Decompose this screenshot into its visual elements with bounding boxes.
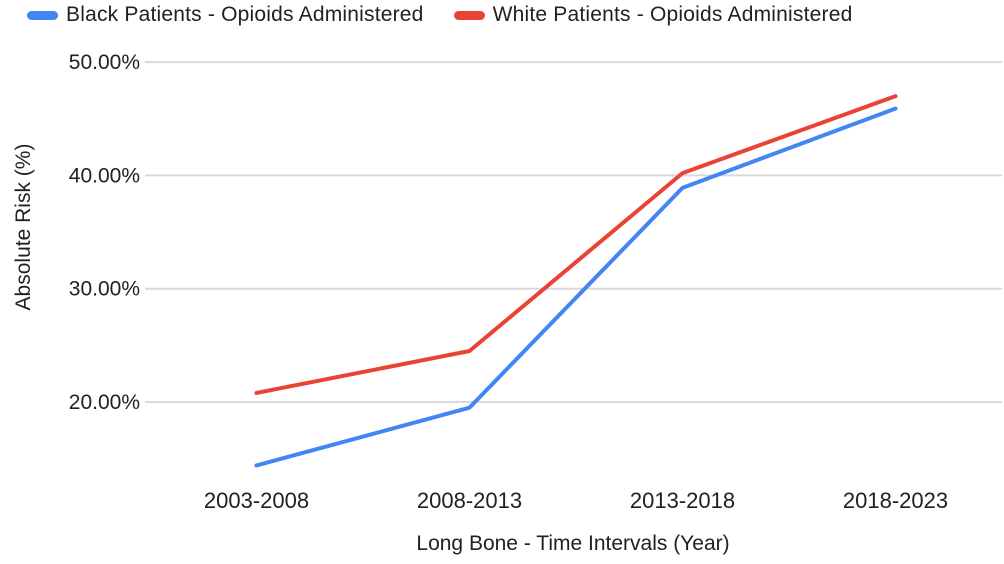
y-axis-tick-label: 30.00%: [69, 278, 140, 301]
series-line-white-patients: [254, 94, 898, 395]
legend-label-white-patients: White Patients - Opioids Administered: [492, 3, 853, 26]
x-axis-title: Long Bone - Time Intervals (Year): [416, 532, 730, 555]
x-axis-tick-label: 2008-2013: [417, 488, 522, 513]
legend-item-white-patients: White Patients - Opioids Administered: [453, 3, 853, 27]
legend-label-black-patients: Black Patients - Opioids Administered: [66, 3, 424, 26]
legend-swatch-blue: [27, 10, 58, 20]
chart-legend: Black Patients - Opioids Administered Wh…: [27, 0, 852, 30]
x-axis-tick-label: 2013-2018: [630, 488, 735, 513]
y-axis-tick-label: 20.00%: [69, 391, 140, 414]
y-axis-tick-label: 50.00%: [69, 51, 140, 74]
series-line-black-patients: [254, 106, 898, 468]
x-axis-tick-label: 2003-2008: [204, 488, 309, 513]
x-axis-tick-label: 2018-2023: [843, 488, 948, 513]
legend-swatch-red: [453, 10, 485, 20]
legend-item-black-patients: Black Patients - Opioids Administered: [27, 3, 424, 27]
y-axis-tick-label: 40.00%: [69, 164, 140, 187]
